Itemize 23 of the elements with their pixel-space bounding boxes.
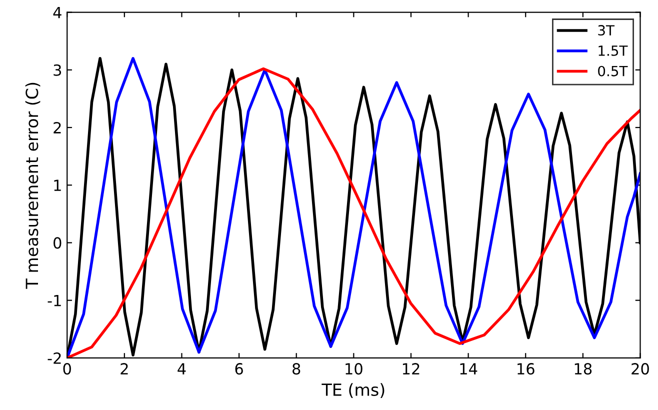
x-tick-label: 20: [632, 363, 649, 375]
y-tick-label: 3: [54, 64, 62, 76]
legend-label: 3T: [598, 25, 615, 36]
x-tick-label: 16: [518, 363, 534, 375]
y-tick-label: 4: [53, 6, 62, 18]
y-tick-label: 2: [54, 122, 61, 134]
legend-label: 0.5T: [598, 66, 628, 76]
x-axis-title: TE (ms): [322, 383, 384, 398]
y-tick-label: 0: [54, 237, 62, 249]
x-tick-label: 18: [574, 363, 592, 375]
y-tick-label: 1: [54, 180, 61, 191]
x-tick-label: 4: [178, 363, 186, 374]
x-tick-label: 2: [120, 363, 128, 374]
x-tick-label: 10: [346, 363, 362, 375]
x-tick-label: 14: [460, 363, 478, 374]
x-tick-label: 8: [292, 363, 300, 375]
x-tick-label: 6: [235, 363, 243, 375]
y-tick-label: -1: [48, 294, 61, 306]
x-tick-label: 12: [402, 363, 420, 374]
y-axis-title: T measurement error (C): [25, 82, 40, 289]
y-tick-label: -2: [48, 352, 61, 364]
legend-label: 1.5T: [598, 46, 628, 56]
x-tick-label: 0: [63, 363, 71, 375]
